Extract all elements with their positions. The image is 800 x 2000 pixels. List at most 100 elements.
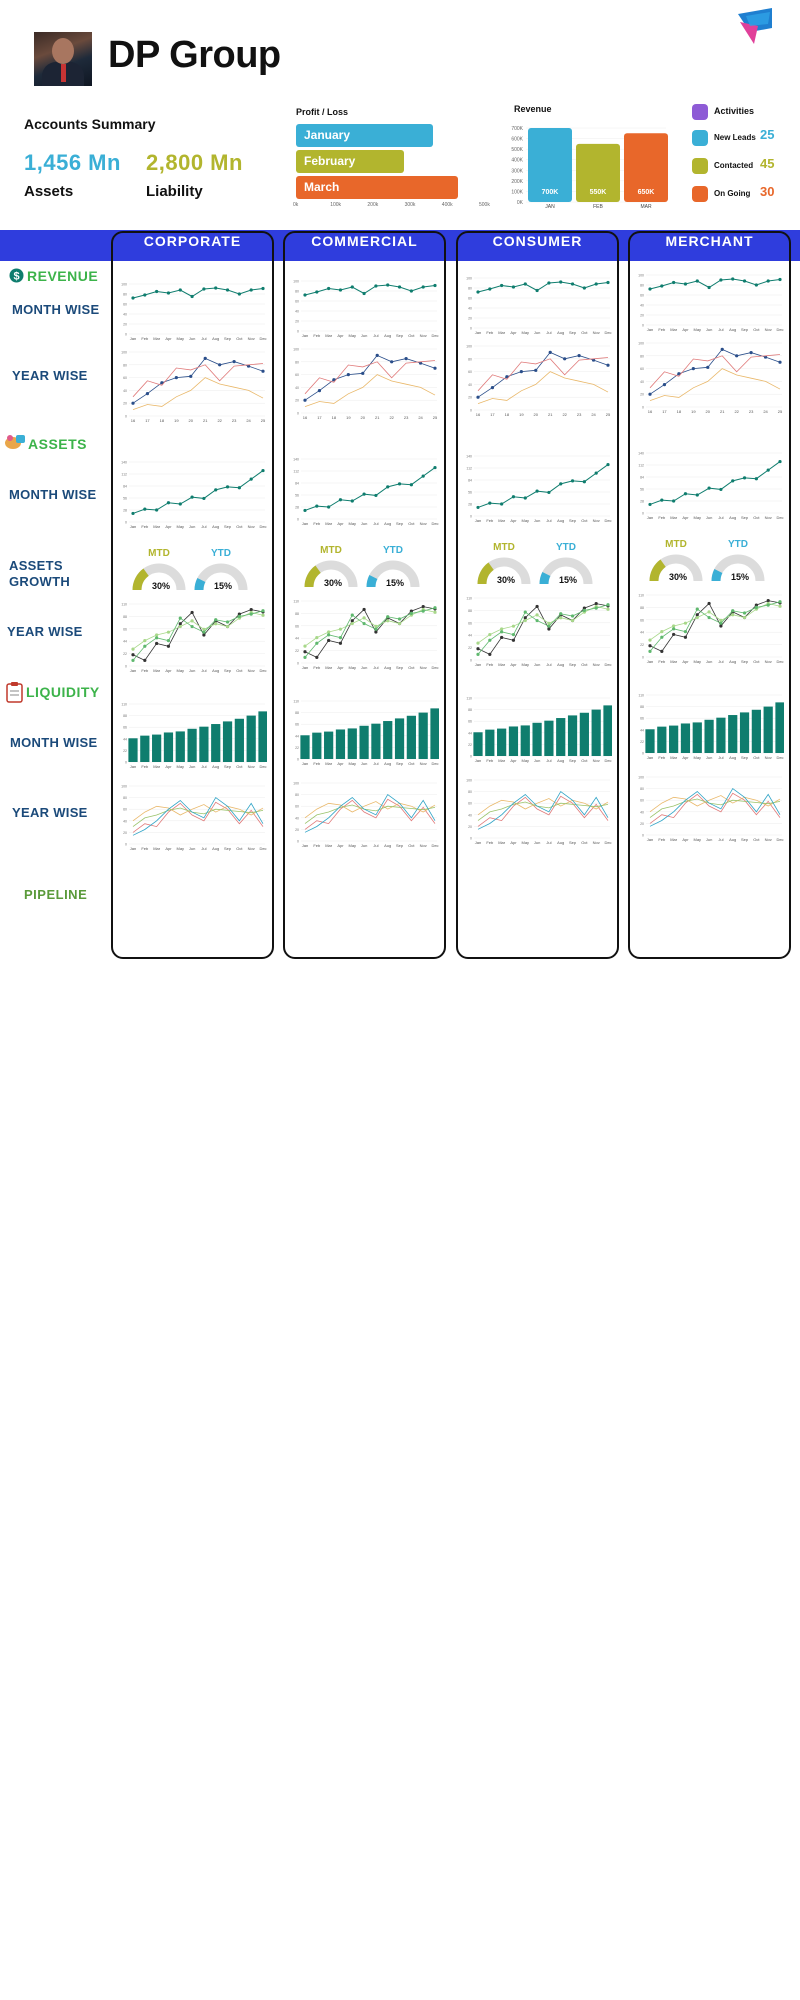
commercial-liquidity-year-y-tick: 80: [295, 793, 299, 797]
commercial-liquidity-month-bar: [383, 721, 393, 759]
merchant-liquidity-month-bar: [739, 712, 750, 753]
consumer-revenue-month-y-tick: 40: [468, 307, 472, 311]
commercial-assets-year-s0-point: [303, 650, 307, 654]
merchant-assets-year-s2-point: [648, 649, 652, 653]
consumer-assets-year-s0-point: [523, 616, 527, 620]
corporate-revenue-month-x-tick: Sep: [224, 336, 232, 341]
corporate-liquidity-month-bar: [199, 726, 209, 762]
commercial-assets-month-x-tick: Jun: [361, 521, 367, 526]
commercial-assets-year-s1-point: [338, 627, 343, 631]
corporate-liquidity-month-bar: [140, 735, 150, 762]
corporate-revenue-month-point: [178, 288, 182, 292]
commercial-assets-year-y-tick: 44: [295, 637, 299, 641]
consumer-liquidity-year-x-tick: Dec: [604, 840, 611, 845]
corporate-assets-month-x-tick: Jan: [130, 524, 136, 529]
corporate-revenue-month-point: [237, 292, 241, 296]
consumer-liquidity-year-s0-line: [477, 795, 609, 827]
commercial-ytd-gauge-label: YTD: [383, 545, 403, 556]
merchant-revenue-year-x-tick: 21: [720, 409, 725, 414]
merchant-liquidity-month-x-tick: Nov: [765, 755, 772, 760]
commercial-assets-year-x-tick: Dec: [431, 665, 438, 670]
merchant-liquidity-month-y-tick: 66: [640, 717, 644, 721]
corporate-assets-year-x-tick: Jan: [130, 668, 136, 673]
consumer-assets-year-y-tick: 88: [468, 609, 472, 613]
consumer-assets-year-s1-point: [570, 618, 575, 623]
corporate-liquidity-year-s2-line: [132, 807, 264, 827]
corporate-assets-month-point: [225, 485, 230, 489]
corporate-revenue-year-y-tick: 40: [123, 389, 127, 393]
merchant-assets-month-x-tick: Jan: [647, 515, 653, 520]
merchant-assets-year-y-tick: 66: [640, 618, 644, 622]
consumer-liquidity-year-chart: 0 20 40 60 80 100 Jan Feb Mar Apr May Jun Jul Aug Sep O…: [466, 779, 611, 846]
corporate-assets-month-point: [166, 501, 171, 505]
merchant-assets-month-x-tick: Dec: [776, 515, 783, 520]
corporate-liquidity-year-x-tick: Jun: [189, 846, 195, 851]
corporate-assets-month-point: [143, 507, 147, 511]
profit-loss-x-tick: 300k: [404, 202, 416, 208]
merchant-assets-year-s2-point: [683, 630, 688, 634]
consumer-assets-year-s2-point: [547, 624, 551, 628]
commercial-assets-year-x-tick: Jul: [373, 665, 378, 670]
merchant-mtd-gauge-fill: [649, 559, 666, 582]
corporate-assets-year-x-tick: Nov: [248, 668, 255, 673]
commercial-liquidity-year-x-tick: May: [348, 843, 356, 848]
consumer-assets-year-s2-point: [488, 638, 492, 642]
consumer-assets-year-x-tick: Feb: [486, 662, 494, 667]
consumer-assets-year-s1-point: [488, 633, 492, 637]
merchant-assets-year-s2-point: [707, 615, 711, 620]
revenue-y-tick: 200K: [511, 179, 523, 185]
commercial-liquidity-month-bar: [418, 712, 428, 759]
consumer-assets-month-x-tick: Feb: [486, 518, 494, 523]
activity-value-new-leads: 25: [760, 127, 775, 142]
revenue-y-tick: 0K: [517, 200, 524, 206]
commercial-assets-year-y-tick: 110: [293, 600, 299, 604]
commercial-assets-year-s1-point: [303, 644, 307, 648]
corporate-liquidity-year-y-tick: 40: [123, 819, 127, 823]
consumer-liquidity-month-bar: [473, 732, 483, 756]
consumer-revenue-month-x-tick: May: [521, 330, 529, 335]
profit-loss-x-tick: 500k: [479, 202, 490, 208]
merchant-assets-year-s1-point: [778, 604, 782, 608]
corporate-assets-year-x-tick: May: [176, 668, 184, 673]
consumer-revenue-month-point: [523, 282, 527, 286]
assets-value: 1,456 Mn: [24, 150, 121, 175]
consumer-liquidity-month-x-tick: Dec: [604, 758, 611, 763]
commercial-liquidity-year-s1-line: [304, 801, 436, 819]
merchant-assets-year-s0-point: [766, 599, 770, 603]
merchant-liquidity-month-bar: [716, 717, 726, 753]
corporate-liquidity-year-x-tick: Jul: [201, 846, 206, 851]
commercial-assets-year-s1-line: [304, 609, 436, 647]
commercial-revenue-year-s0-point: [332, 378, 336, 382]
corporate-liquidity-month-x-tick: May: [176, 764, 184, 769]
merchant-assets-month-y-tick: 84: [640, 476, 644, 480]
commercial-liquidity-month-y-tick: 0: [297, 758, 299, 762]
merchant-assets-year-s2-point: [731, 609, 735, 613]
segment-title-consumer: CONSUMER: [492, 233, 583, 249]
merchant-liquidity-month-x-tick: Jun: [706, 755, 712, 760]
consumer-revenue-year-x-tick: 20: [534, 412, 539, 417]
commercial-assets-month-point: [421, 474, 425, 478]
corporate-assets-year-s0-point: [178, 622, 182, 626]
merchant-liquidity-year-y-tick: 20: [640, 822, 644, 826]
consumer-revenue-month-line: [477, 281, 609, 293]
commercial-revenue-year-x-tick: 20: [361, 415, 366, 420]
consumer-liquidity-month-bar: [544, 720, 554, 756]
commercial-liquidity-year-x-tick: Dec: [431, 843, 438, 848]
commercial-revenue-month-y-tick: 60: [295, 300, 299, 304]
corporate-liquidity-month-x-tick: Nov: [248, 764, 255, 769]
corporate-liquidity-month-bar: [211, 724, 221, 762]
liability-value: 2,800 Mn: [146, 150, 243, 175]
consumer-assets-year-s0-line: [477, 603, 609, 655]
corporate-assets-year-x-tick: Mar: [153, 668, 161, 673]
activity-value-contacted: 45: [760, 156, 775, 171]
commercial-revenue-year-s0-point: [390, 360, 394, 364]
corporate-assets-year-s2-point: [214, 618, 218, 622]
corporate-revenue-month-line: [132, 287, 264, 299]
commercial-revenue-year-x-tick: 22: [389, 415, 394, 420]
consumer-assets-month-point: [570, 479, 575, 483]
corporate-assets-month-x-tick: Jul: [201, 524, 206, 529]
commercial-liquidity-year-x-tick: Jan: [302, 843, 308, 848]
consumer-assets-year-y-tick: 110: [466, 597, 472, 601]
consumer-liquidity-month-x-tick: Jan: [475, 758, 481, 763]
consumer-liquidity-year-x-tick: Apr: [510, 840, 517, 845]
